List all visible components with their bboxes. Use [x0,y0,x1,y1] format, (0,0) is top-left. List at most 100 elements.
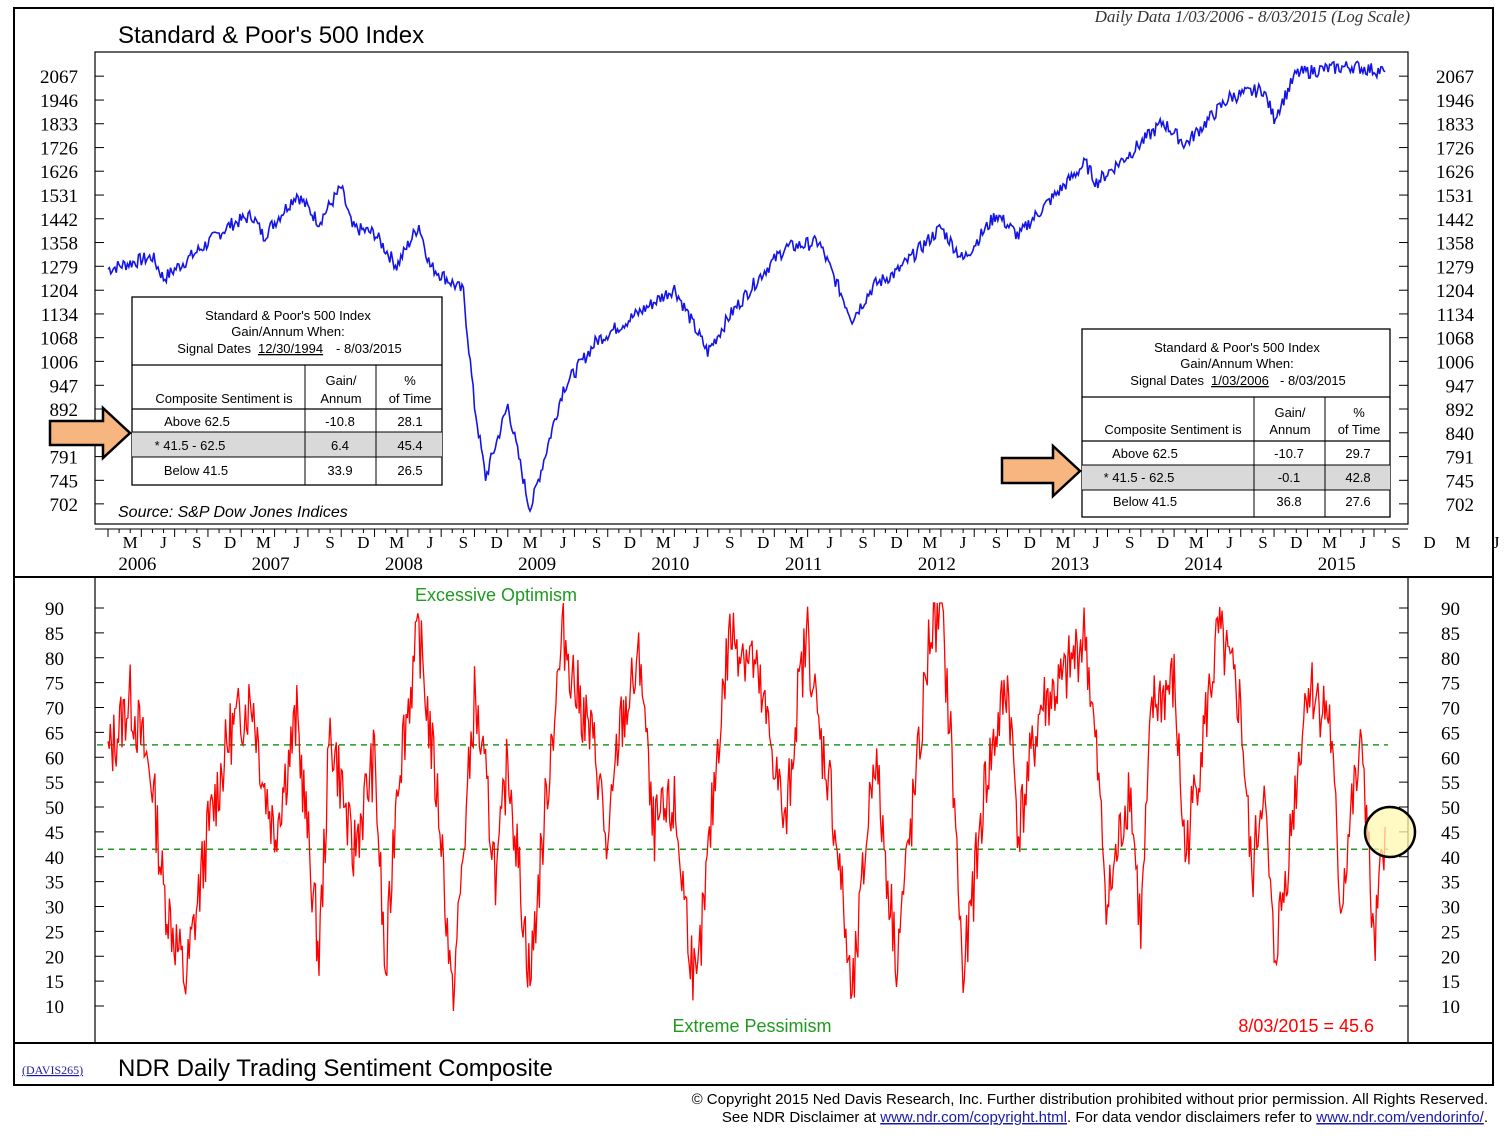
x-month-label: J [560,533,567,552]
right-table-row-gain: -10.7 [1274,446,1304,461]
source-label: Source: S&P Dow Jones Indices [118,504,348,521]
bottom-y-tick-label-right: 70 [1441,699,1460,720]
bottom-y-tick-label-right: 50 [1441,798,1460,819]
left-table-row-pct: 28.1 [397,414,422,429]
bottom-y-tick-label-right: 45 [1441,823,1460,844]
x-month-label: J [1360,533,1367,552]
x-month-label: M [789,533,804,552]
bottom-y-tick-label-right: 60 [1441,748,1460,769]
top-y-tick-label-left: 947 [50,376,79,397]
x-month-label: D [1290,533,1302,552]
top-y-tick-label-right: 947 [1446,376,1475,397]
right-table-col2-header-a: Gain/ [1274,405,1305,420]
top-y-tick-label-left: 791 [50,448,79,469]
left-table-col3-header-a: % [404,373,416,388]
top-y-tick-label-left: 1068 [40,329,78,350]
top-y-tick-label-right: 1626 [1436,162,1474,183]
x-year-label: 2012 [918,554,956,575]
left-table-subtitle: Gain/Annum When: [231,324,344,339]
vendorinfo-link[interactable]: www.ndr.com/vendorinfo/ [1315,1109,1484,1126]
bottom-y-tick-label-right: 75 [1441,674,1460,695]
x-month-label: S [1258,533,1267,552]
copyright-link[interactable]: www.ndr.com/copyright.html [879,1109,1067,1126]
bottom-y-tick-label-left: 55 [45,773,64,794]
bottom-y-tick-label-left: 90 [45,599,64,620]
bottom-plot-frame [94,576,1409,1044]
x-month-label: M [256,533,271,552]
copyright-line: © Copyright 2015 Ned Davis Research, Inc… [692,1091,1488,1108]
bottom-y-tick-label-left: 25 [45,922,64,943]
right-table-row-gain: 36.8 [1276,494,1301,509]
davis-code-link[interactable]: (DAVIS265) [22,1063,83,1077]
bottom-y-tick-label-left: 40 [45,848,64,869]
x-year-label: 2006 [118,554,156,575]
sentiment-series [107,602,1386,1012]
right-table-row-pct: 42.8 [1345,470,1370,485]
x-year-label: 2008 [385,554,423,575]
top-y-tick-label-left: 2067 [40,67,78,88]
x-month-label: S [325,533,334,552]
x-month-label: J [960,533,967,552]
bottom-y-tick-label-left: 30 [45,898,64,919]
left-table-signal-start: 12/30/1994 [258,341,323,356]
bottom-panel-title: NDR Daily Trading Sentiment Composite [118,1055,553,1082]
top-y-tick-label-right: 1833 [1436,115,1474,136]
latest-value-label: 8/03/2015 = 45.6 [1238,1016,1374,1036]
top-y-tick-label-right: 892 [1446,400,1475,421]
top-y-tick-label-left: 1946 [40,91,78,112]
bottom-y-tick-label-right: 15 [1441,972,1460,993]
chart-outer-frame [13,7,1494,1086]
x-month-label: M [1455,533,1470,552]
x-month-label: D [1157,533,1169,552]
latest-value-highlight [1363,805,1417,859]
top-y-tick-label-right: 702 [1446,495,1475,516]
x-month-label: J [1226,533,1233,552]
x-year-label: 2011 [785,554,822,575]
x-year-label: 2015 [1318,554,1356,575]
left-table-signal-end: - 8/03/2015 [336,341,402,356]
x-month-label: J [1093,533,1100,552]
x-month-label: D [890,533,902,552]
right-table-col3-header-a: % [1353,405,1365,420]
left-table-row-gain: -10.8 [325,414,355,429]
bottom-y-tick-label-left: 65 [45,723,64,744]
right-table-row-pct: 29.7 [1345,446,1370,461]
bottom-y-tick-label-right: 35 [1441,873,1460,894]
x-month-label: S [592,533,601,552]
right-arrow-icon [1000,443,1082,499]
top-y-tick-label-right: 840 [1446,424,1475,445]
left-arrow-icon [48,405,132,461]
x-month-label: S [992,533,1001,552]
right-table-col1-header: Composite Sentiment is [1104,422,1242,437]
bottom-y-tick-label-left: 70 [45,699,64,720]
bottom-y-tick-label-right: 65 [1441,723,1460,744]
left-table-col2-header-b: Annum [320,391,361,406]
top-y-tick-label-right: 1204 [1436,281,1475,302]
top-y-tick-label-right: 1946 [1436,91,1474,112]
x-month-label: D [224,533,236,552]
top-panel-title: Standard & Poor's 500 Index [118,22,424,49]
top-y-tick-label-left: 1442 [40,210,78,231]
disclaimer-suffix: . [1484,1109,1488,1126]
x-month-label: S [725,533,734,552]
top-y-tick-label-right: 1531 [1436,186,1474,207]
right-stats-table: Standard & Poor's 500 Index Gain/Annum W… [1081,328,1391,518]
left-table-row-label: Below 41.5 [164,463,228,478]
x-month-label: D [1024,533,1036,552]
top-y-tick-label-right: 1442 [1436,210,1474,231]
top-y-tick-label-left: 702 [50,495,79,516]
sp500-series [107,60,1386,514]
left-table-row-gain: 33.9 [327,463,352,478]
left-table-row-pct: 26.5 [397,463,422,478]
x-month-label: S [1391,533,1400,552]
top-y-tick-label-right: 1726 [1436,139,1474,160]
x-month-label: D [491,533,503,552]
x-year-label: 2009 [518,554,556,575]
top-y-tick-label-right: 1134 [1437,305,1475,326]
right-table-title: Standard & Poor's 500 Index [1154,340,1320,355]
x-month-label: J [427,533,434,552]
top-y-tick-label-right: 1358 [1436,234,1474,255]
top-y-tick-label-left: 1726 [40,139,78,160]
